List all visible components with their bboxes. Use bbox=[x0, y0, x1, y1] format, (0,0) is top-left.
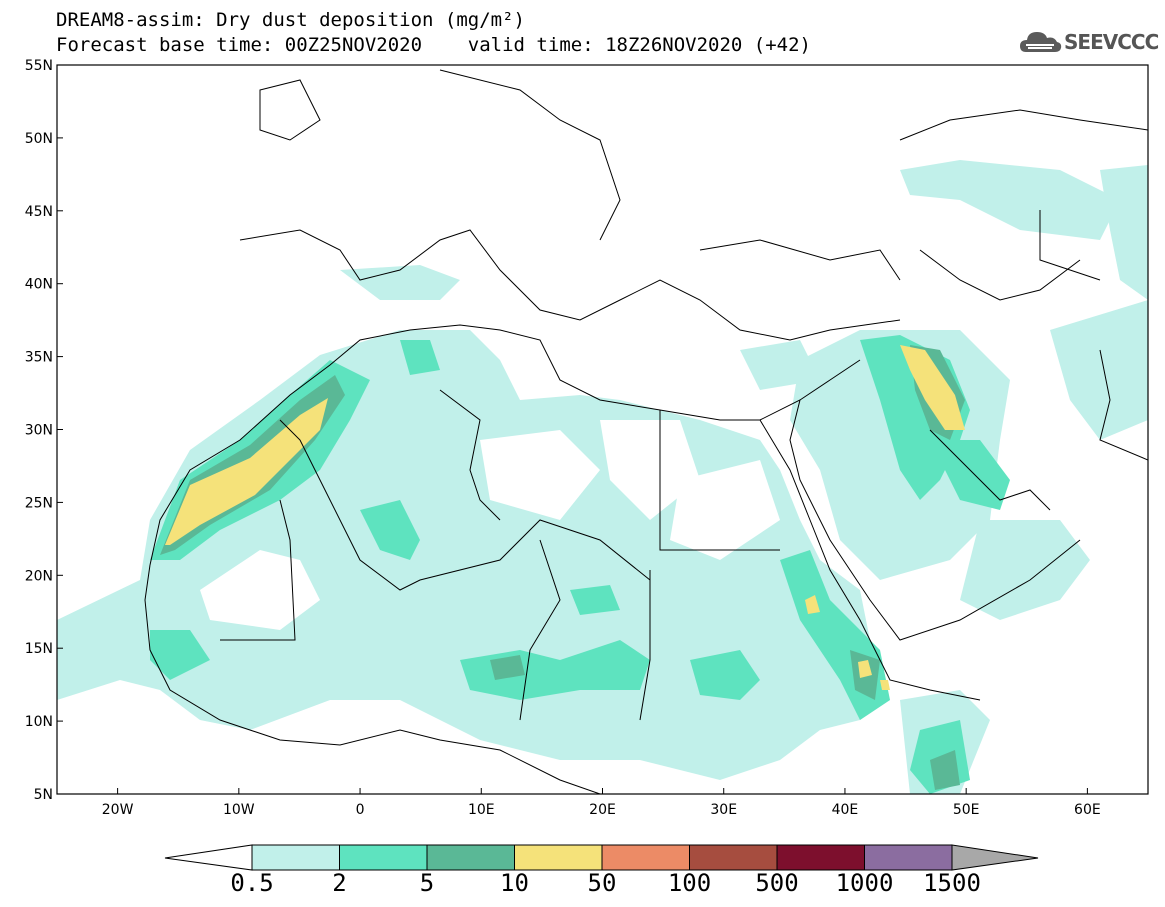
colorbar-label: 0.5 bbox=[230, 869, 274, 897]
forecast-time-subtitle: Forecast base time: 00Z25NOV2020 valid t… bbox=[56, 34, 811, 56]
longitude-ticks: 20W 10W 0 10E 20E 30E 40E 50E 60E bbox=[102, 788, 1101, 818]
lon-tick-label: 10E bbox=[468, 802, 495, 818]
colorbar-cell bbox=[339, 844, 428, 871]
colorbar-label: 100 bbox=[667, 869, 712, 897]
lon-tick-label: 20W bbox=[102, 802, 134, 818]
colorbar-label: 5 bbox=[419, 869, 435, 897]
lon-tick-label: 50E bbox=[953, 802, 980, 818]
colorbar-label: 1500 bbox=[923, 869, 981, 897]
lon-tick-label: 40E bbox=[832, 802, 859, 818]
lat-tick-label: 40N bbox=[25, 277, 53, 293]
seevccc-logo: SEEVCCC bbox=[1018, 28, 1159, 58]
colorbar-cell bbox=[864, 844, 953, 871]
lat-tick-label: 45N bbox=[25, 204, 53, 220]
colorbar-cell bbox=[426, 844, 515, 871]
lat-tick-label: 20N bbox=[25, 568, 53, 584]
lon-tick-label: 0 bbox=[356, 802, 365, 818]
colorbar-cell bbox=[601, 844, 690, 871]
colorbar-cell bbox=[251, 844, 340, 871]
lat-tick-label: 5N bbox=[34, 787, 53, 803]
colorbar-cell bbox=[689, 844, 778, 871]
lat-tick-label: 25N bbox=[25, 495, 53, 511]
colorbar-label: 50 bbox=[587, 869, 617, 897]
colorbar bbox=[164, 844, 1039, 871]
lon-tick-label: 30E bbox=[710, 802, 737, 818]
lat-tick-label: 50N bbox=[25, 131, 53, 147]
colorbar-cell bbox=[514, 844, 603, 871]
lat-tick-label: 55N bbox=[25, 58, 53, 74]
colorbar-label: 10 bbox=[500, 869, 529, 897]
colorbar-cell bbox=[776, 844, 865, 871]
no-deposition-areas bbox=[200, 420, 780, 630]
map-title: DREAM8-assim: Dry dust deposition (mg/m²… bbox=[56, 9, 525, 31]
latitude-ticks: 55N 50N 45N 40N 35N 30N 25N 20N 15N 10N 5N bbox=[25, 58, 63, 803]
lat-tick-label: 30N bbox=[25, 423, 53, 439]
dust-contours bbox=[57, 160, 1148, 794]
lon-tick-label: 20E bbox=[589, 802, 616, 818]
colorbar-label: 1000 bbox=[835, 869, 894, 897]
colorbar-right-arrow bbox=[951, 844, 1039, 871]
colorbar-label: 500 bbox=[755, 869, 799, 897]
logo-text: SEEVCCC bbox=[1064, 30, 1159, 54]
lat-tick-label: 35N bbox=[25, 350, 53, 366]
colorbar-label: 2 bbox=[332, 869, 347, 897]
lat-tick-label: 15N bbox=[25, 641, 53, 657]
colorbar-left-arrow bbox=[164, 844, 253, 871]
lon-tick-label: 10W bbox=[223, 802, 255, 818]
coastlines bbox=[144, 69, 1148, 794]
cloud-icon bbox=[1020, 32, 1062, 52]
lat-tick-label: 10N bbox=[25, 714, 53, 730]
deposition-level-10 bbox=[165, 345, 965, 690]
lon-tick-label: 60E bbox=[1074, 802, 1101, 818]
